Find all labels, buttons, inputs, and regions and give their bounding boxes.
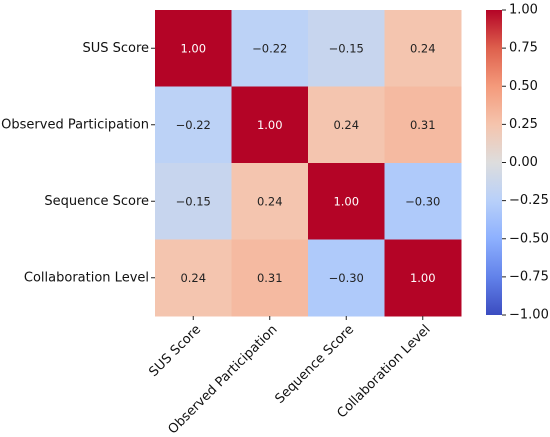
cell-value-label: −0.22 [252,41,287,55]
cell-value-label: 0.24 [180,271,206,285]
cell-value-label: 1.00 [333,194,359,208]
heatmap-cell [231,86,309,164]
heatmap-cell [155,163,232,240]
colorbar-tick-label: 0.50 [509,79,538,94]
cell-value-label: 0.24 [410,41,436,55]
row-label: Observed Participation [1,117,149,132]
colorbar-tick-label: −0.25 [509,193,549,208]
heatmap-cell [155,86,232,164]
heatmap-cell [384,86,462,164]
heatmap-cell [155,10,232,87]
heatmap-cell [384,163,462,240]
colorbar-tick-label: −1.00 [509,308,549,323]
cell-value-label: −0.22 [176,118,211,132]
cell-value-label: −0.30 [329,271,364,285]
row-label: SUS Score [82,41,149,56]
heatmap-cell [231,239,309,317]
row-label: Collaboration Level [24,270,149,285]
colorbar-gradient [486,10,502,315]
heatmap-cells: 1.00 −0.22 −0.15 0.24 −0.22 1.00 0.24 0.31 −0.15… [155,10,462,317]
cell-value-label: 1.00 [410,271,436,285]
heatmap-cell [308,239,385,317]
colorbar-tick-label: −0.75 [509,269,549,284]
heatmap-cell [231,10,309,87]
colorbar-tick-label: 0.00 [509,155,538,170]
cell-value-label: 1.00 [180,41,206,55]
colorbar-tick-label: 1.00 [509,3,538,18]
cell-value-label: 0.24 [333,118,359,132]
column-label: Sequence Score [272,322,357,407]
colorbar-tick-label: −0.50 [509,231,549,246]
column-label: SUS Score [146,322,204,380]
cell-value-label: −0.30 [405,194,440,208]
colorbar-tick-label: 0.25 [509,117,538,132]
heatmap-cell [384,239,462,317]
cell-value-label: 0.31 [410,118,436,132]
colorbar-tick-label: 0.75 [509,41,538,56]
cell-value-label: 0.24 [257,194,283,208]
cell-value-label: −0.15 [329,41,364,55]
row-label: Sequence Score [44,194,149,209]
heatmap-cell [155,239,232,317]
heatmap-cell [308,10,385,87]
heatmap-cell [308,163,385,240]
cell-value-label: 1.00 [257,118,283,132]
colorbar: 1.00 0.75 0.50 0.25 0.00 −0.25 −0.50 −0.75 −1.00 [486,3,549,323]
cell-value-label: 0.31 [257,271,283,285]
cell-value-label: −0.15 [176,194,211,208]
row-labels: SUS Score Observed Participation Sequence … [1,41,155,285]
heatmap-cell [231,163,309,240]
heatmap-cell [384,10,462,87]
heatmap-cell [308,86,385,164]
